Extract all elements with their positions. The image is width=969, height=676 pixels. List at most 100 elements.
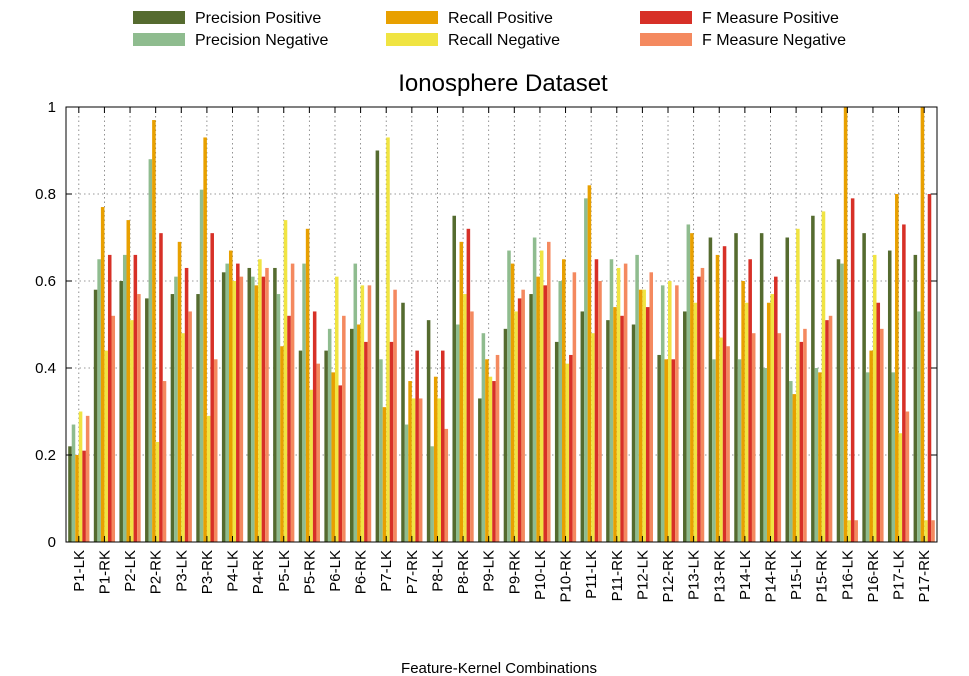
bar [434, 377, 438, 542]
x-tick-label: P5-RK [301, 550, 318, 594]
bar [222, 272, 226, 542]
bar [866, 372, 870, 542]
x-tick-label: P11-LK [583, 550, 600, 599]
bar [379, 359, 383, 542]
bar [511, 264, 515, 542]
bar [412, 398, 416, 542]
bar [785, 238, 789, 543]
bar [888, 251, 892, 542]
bar [840, 264, 844, 542]
bar [672, 359, 676, 542]
x-tick-label: P13-LK [686, 550, 703, 600]
bar [383, 407, 387, 542]
legend-item: Precision Negative [133, 32, 329, 49]
bar [97, 259, 101, 542]
bar [364, 342, 368, 542]
bar [851, 198, 855, 542]
x-tick-label: P3-RK [199, 550, 216, 594]
bar [657, 355, 661, 542]
bar [661, 285, 665, 542]
bar [800, 342, 804, 542]
bar [649, 272, 653, 542]
bar [642, 290, 646, 542]
bar [690, 233, 694, 542]
bar [72, 425, 76, 542]
bar [229, 251, 233, 542]
bar [811, 216, 815, 542]
bar [536, 277, 540, 542]
bar [668, 281, 672, 542]
bar [240, 277, 244, 542]
bar [68, 446, 72, 542]
bar [357, 325, 361, 543]
bar [119, 281, 123, 542]
bar [914, 255, 918, 542]
bar [248, 268, 252, 542]
bar [86, 416, 90, 542]
bar [299, 351, 303, 542]
bar [745, 303, 749, 542]
bar [196, 294, 200, 542]
bar [445, 429, 449, 542]
x-tick-label: P1-RK [96, 550, 113, 594]
bar [361, 285, 365, 542]
bar [463, 294, 467, 542]
legend-label: Precision Positive [195, 10, 321, 27]
bar [441, 351, 445, 542]
x-tick-label: P15-RK [814, 550, 831, 603]
x-tick-label: P8-RK [455, 550, 472, 594]
legend-item: F Measure Negative [640, 32, 846, 49]
legend-item: Recall Negative [386, 32, 560, 49]
bar [598, 281, 602, 542]
bar [921, 107, 925, 542]
bar [178, 242, 182, 542]
bar [284, 220, 288, 542]
bar [591, 333, 595, 542]
legend-label: F Measure Positive [702, 10, 839, 27]
bar [171, 294, 175, 542]
bar [588, 185, 592, 542]
legend-label: F Measure Negative [702, 32, 846, 49]
bar [917, 311, 921, 542]
bar [862, 233, 866, 542]
bar [778, 333, 782, 542]
bar [752, 333, 756, 542]
bar [174, 277, 178, 542]
bar [726, 346, 730, 542]
x-tick-label: P7-RK [404, 550, 421, 594]
bar [368, 285, 372, 542]
bar [738, 359, 742, 542]
bar [152, 120, 156, 542]
bar [405, 425, 409, 542]
bar [566, 364, 570, 542]
x-tick-label: P1-LK [71, 550, 88, 592]
legend-label: Recall Negative [448, 32, 560, 49]
bar [159, 233, 163, 542]
bar [518, 298, 522, 542]
x-tick-label: P10-LK [532, 550, 549, 600]
bar [200, 190, 204, 542]
x-tick-label: P17-LK [891, 550, 908, 600]
bar [342, 316, 346, 542]
bar [697, 277, 701, 542]
bar [876, 303, 880, 542]
bar [507, 251, 511, 542]
bar [156, 442, 160, 542]
bar [540, 251, 544, 542]
bar [492, 381, 496, 542]
legend-swatch [133, 33, 185, 46]
bar [514, 311, 518, 542]
bar [185, 268, 189, 542]
bar [837, 259, 841, 542]
bar [210, 233, 214, 542]
bar [236, 264, 240, 542]
bar [763, 368, 767, 542]
x-tick-label: P9-LK [481, 550, 498, 592]
bar [328, 329, 332, 542]
bar [188, 311, 192, 542]
bar [354, 264, 358, 542]
x-tick-label: P5-LK [276, 550, 293, 592]
bar [313, 311, 317, 542]
bar [467, 229, 471, 542]
